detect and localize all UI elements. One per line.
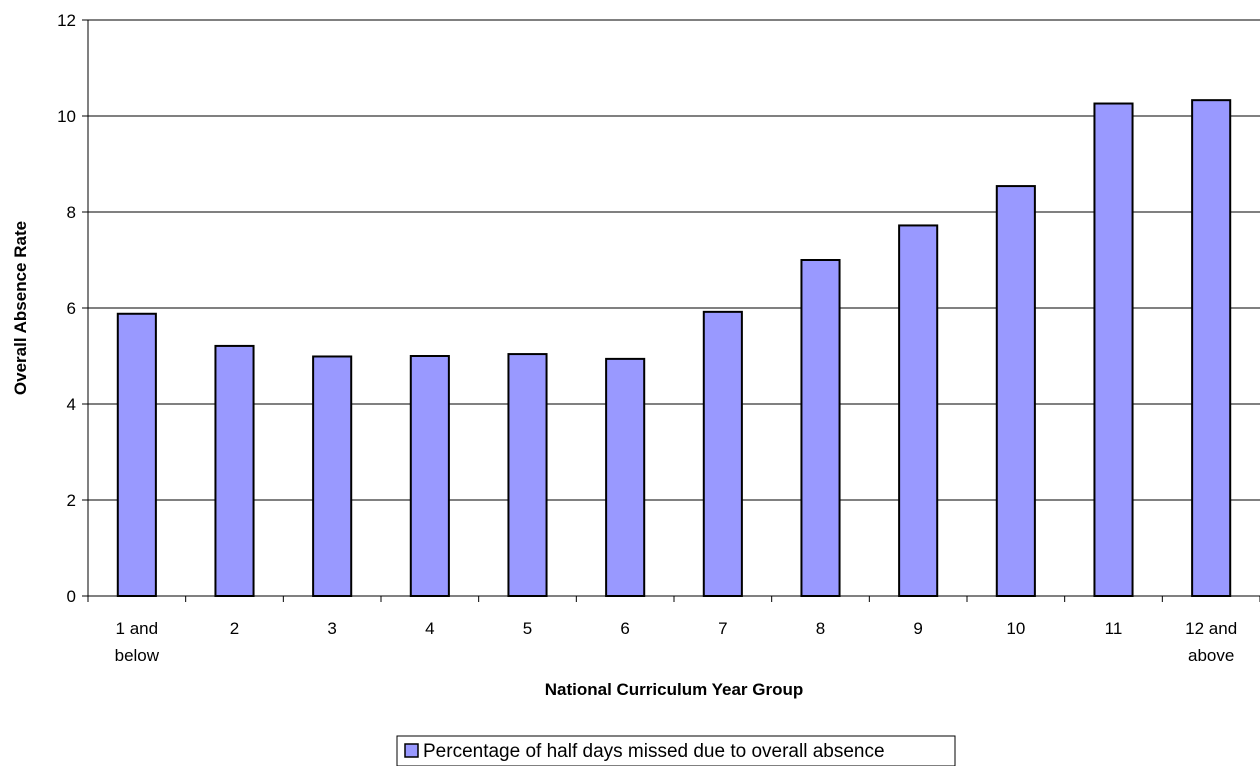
bar: [409, 355, 450, 597]
x-tick-label: above: [1188, 646, 1234, 665]
x-tick-label: 9: [913, 619, 922, 638]
legend-box: [396, 735, 956, 766]
gridlines: [82, 19, 1260, 597]
x-axis-title: National Curriculum Year Group: [545, 680, 804, 699]
y-tick-label: 10: [57, 107, 76, 126]
axes: [87, 20, 1260, 602]
bar: [1093, 102, 1134, 598]
x-tick-label: 1 and: [116, 619, 159, 638]
y-tick-labels: 0 2 4 6 8 10 12: [57, 11, 76, 606]
bar: [214, 344, 255, 598]
x-tick-label: 5: [523, 619, 532, 638]
y-tick-label: 2: [67, 491, 76, 510]
x-tick-label: 4: [425, 619, 434, 638]
x-tick-labels: 1 and below 2 3 4 5 6 7 8 9 10 11 12 and above: [115, 619, 1238, 665]
y-tick-label: 6: [67, 299, 76, 318]
x-tick-label: 8: [816, 619, 825, 638]
x-tick-label: below: [115, 646, 160, 665]
bar: [800, 259, 841, 597]
x-tick-label: 7: [718, 619, 727, 638]
bar: [898, 224, 939, 597]
x-tick-label: 2: [230, 619, 239, 638]
x-tick-label: 10: [1006, 619, 1025, 638]
y-tick-label: 8: [67, 203, 76, 222]
bars: [116, 99, 1232, 598]
y-axis-title: Overall Absence Rate: [11, 221, 30, 395]
x-tick-label: 3: [327, 619, 336, 638]
bar: [995, 185, 1036, 598]
bar: [312, 355, 353, 598]
bar: [605, 357, 646, 597]
y-tick-label: 12: [57, 11, 76, 30]
legend: Percentage of half days missed due to ov…: [396, 735, 956, 766]
bar: [507, 353, 548, 597]
x-tick-label: 11: [1105, 619, 1123, 638]
bar: [702, 310, 743, 597]
legend-swatch: [404, 743, 419, 758]
legend-label: Percentage of half days missed due to ov…: [423, 741, 885, 762]
x-tick-label: 6: [620, 619, 629, 638]
bar: [1191, 99, 1232, 597]
y-tick-label: 0: [67, 587, 76, 606]
x-tick-label: 12 and: [1185, 619, 1237, 638]
y-tick-label: 4: [67, 395, 76, 414]
bar: [116, 312, 157, 597]
